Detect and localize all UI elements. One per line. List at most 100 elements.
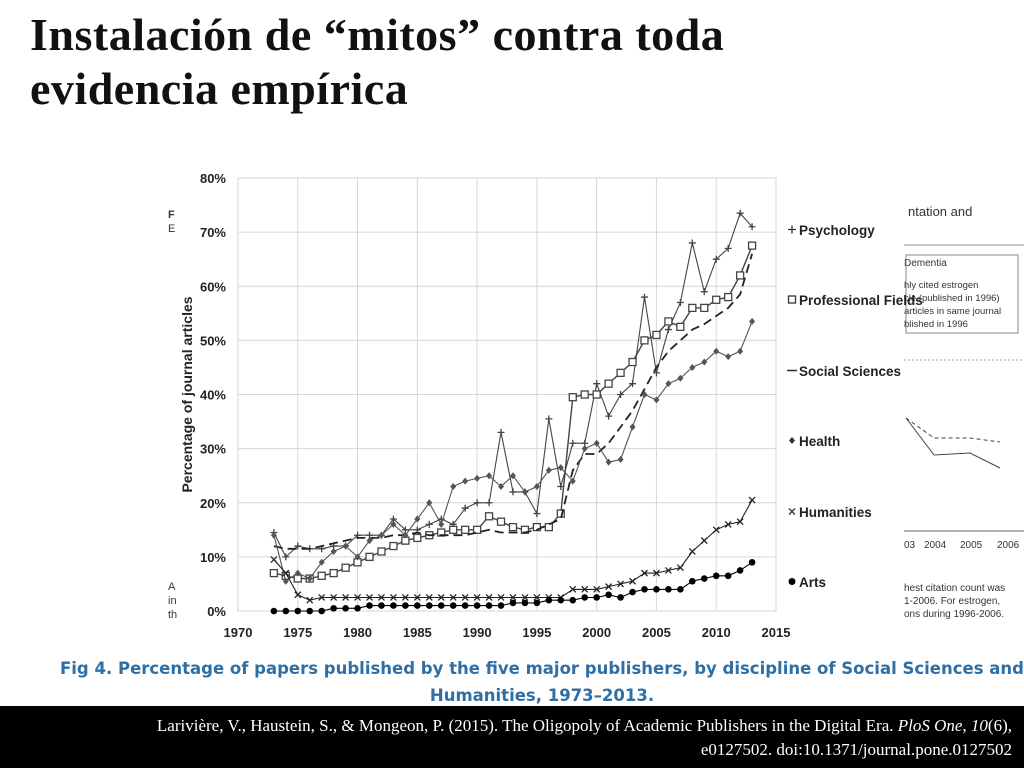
- data-point: [569, 477, 576, 485]
- data-point: [378, 531, 385, 539]
- data-point: [354, 594, 362, 601]
- data-point: [605, 412, 613, 420]
- background-fragment-text: ntation and: [908, 204, 973, 219]
- data-point: [485, 602, 493, 609]
- data-point: [604, 379, 613, 388]
- data-point: [377, 547, 386, 556]
- legend-marker: [788, 225, 796, 234]
- data-point: [652, 369, 660, 377]
- data-point: [389, 594, 397, 601]
- data-point: [737, 347, 744, 355]
- data-point: [497, 602, 505, 609]
- data-point: [438, 520, 445, 528]
- y-tick-label: 0%: [207, 604, 226, 619]
- data-point: [652, 330, 661, 340]
- data-point: [748, 558, 756, 566]
- background-fragment-text: 03: [904, 540, 916, 551]
- legend-entry: Humanities: [788, 505, 872, 520]
- data-point: [581, 585, 589, 593]
- data-point: [472, 525, 482, 534]
- data-point: [724, 244, 732, 252]
- data-point: [688, 303, 697, 313]
- data-point: [521, 594, 529, 601]
- data-point: [269, 568, 279, 578]
- x-tick-label: 1980: [343, 625, 372, 640]
- data-point: [581, 594, 589, 601]
- data-point: [617, 391, 625, 398]
- y-tick-label: 20%: [200, 496, 226, 511]
- data-point: [593, 585, 601, 593]
- data-point: [617, 455, 624, 463]
- data-point: [390, 520, 397, 528]
- data-point: [389, 541, 398, 551]
- data-point: [294, 591, 302, 599]
- citation-pages: e0127502. doi:10.1371/journal.pone.01275…: [700, 740, 1012, 759]
- data-point: [652, 569, 660, 577]
- data-point: [437, 602, 445, 609]
- background-fragment-text: 1-2006. For estrogen,: [904, 596, 1001, 607]
- data-point: [736, 518, 744, 526]
- data-point: [366, 602, 373, 609]
- data-point: [664, 566, 672, 574]
- data-point: [557, 464, 564, 472]
- data-point: [449, 594, 457, 601]
- data-point: [282, 607, 290, 615]
- data-point: [712, 526, 720, 534]
- data-point: [544, 522, 553, 532]
- background-fragment-text: Dementia: [904, 258, 947, 269]
- background-fragment-text: th: [168, 609, 178, 621]
- data-point: [689, 363, 696, 371]
- data-point: [700, 537, 708, 545]
- data-point: [425, 602, 433, 609]
- data-point: [701, 358, 708, 366]
- legend-entry: Social Sciences: [787, 364, 901, 379]
- series-humanities: [270, 496, 756, 604]
- data-point: [414, 515, 421, 523]
- x-tick-label: 1985: [403, 625, 432, 640]
- data-point: [294, 542, 302, 550]
- series-health: [270, 317, 756, 585]
- y-tick-label: 60%: [200, 279, 226, 294]
- series-social-sciences: [273, 253, 753, 550]
- data-point: [569, 596, 577, 604]
- data-point: [449, 602, 457, 609]
- data-point: [270, 531, 277, 539]
- data-point: [689, 577, 696, 585]
- data-point: [485, 499, 493, 507]
- citation-volume: 10: [970, 716, 988, 735]
- data-point: [533, 510, 541, 518]
- legend-label: Health: [799, 434, 840, 449]
- background-fragment-text: 2006: [997, 540, 1020, 551]
- data-point: [306, 596, 314, 604]
- data-point: [390, 602, 397, 609]
- data-point: [592, 390, 601, 399]
- data-point: [509, 488, 517, 496]
- data-point: [605, 458, 612, 466]
- data-point: [461, 602, 469, 609]
- data-point: [736, 209, 744, 217]
- data-point: [748, 223, 756, 231]
- citation-line-1: Larivière, V., Haustein, S., & Mongeon, …: [156, 716, 1012, 735]
- data-point: [509, 599, 517, 607]
- data-point: [676, 322, 685, 331]
- data-point: [641, 586, 648, 593]
- data-point: [569, 439, 577, 447]
- data-point: [498, 483, 505, 491]
- slide-title-line-2: evidencia empírica: [30, 63, 409, 114]
- data-point: [700, 303, 709, 313]
- background-fragment-text: in: [168, 595, 177, 607]
- citation-footer: Larivière, V., Haustein, S., & Mongeon, …: [0, 706, 1024, 768]
- data-point: [329, 568, 338, 578]
- data-point: [354, 604, 361, 612]
- data-point: [533, 594, 541, 601]
- background-fragment-text: 2004: [924, 540, 947, 551]
- data-point: [341, 563, 350, 572]
- background-fragment-text: 2005: [960, 540, 983, 551]
- data-point: [700, 288, 708, 296]
- figure-caption-line-1: Fig 4. Percentage of papers published by…: [60, 659, 1024, 678]
- data-point: [366, 537, 373, 545]
- data-point: [509, 472, 516, 480]
- data-point: [735, 271, 745, 280]
- data-point: [317, 571, 326, 580]
